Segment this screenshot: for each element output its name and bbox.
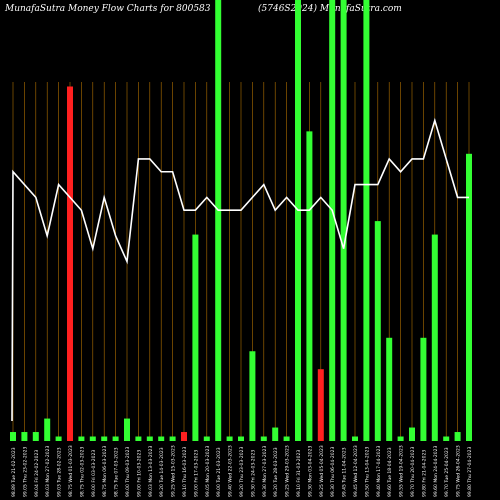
- x-tick-label: 99.05 Mon 20-03-2023: [205, 445, 211, 497]
- x-tick-label: 99.03 Tue 28-02-2023: [57, 447, 63, 497]
- x-tick-label: 99.04 Fri 24-02-2023: [34, 450, 40, 497]
- volume-bar: [226, 436, 233, 441]
- x-tick-label: 99.60 Tue 18-04-2023: [387, 447, 393, 497]
- volume-bar: [89, 436, 96, 441]
- x-tick-label: 99.00 Fri 03-03-2023: [91, 450, 97, 497]
- x-tick-label: 99.70 Tue 25-04-2023: [444, 447, 450, 497]
- volume-bar: [454, 432, 461, 441]
- x-tick-label: 98.89 Tue 21-02-2023: [11, 447, 17, 497]
- volume-bar: [238, 436, 244, 441]
- x-tick-label: 99.80 Thu 27-04-2023: [467, 447, 473, 497]
- x-tick-label: 99.00 Fri 17-03-2023: [193, 450, 199, 497]
- volume-bar: [44, 418, 51, 441]
- x-tick-label: 99.50 Thu 13-04-2023: [364, 447, 370, 497]
- volume-bar: [363, 0, 370, 441]
- x-tick-label: 99.05 Thu 23-02-2023: [22, 447, 28, 497]
- x-tick-label: 99.45 Wed 12-04-2023: [353, 445, 359, 497]
- volume-bar: [203, 436, 210, 441]
- volume-bar: [397, 436, 404, 441]
- x-tick-label: 99.40 Mon 17-04-2023: [376, 445, 382, 497]
- volume-bar: [181, 432, 187, 441]
- x-tick-label: 99.25 Wed 05-04-2023: [319, 445, 325, 497]
- volume-bar: [306, 131, 313, 442]
- volume-bar: [283, 436, 290, 441]
- volume-bar: [10, 432, 16, 441]
- volume-bar: [340, 0, 347, 441]
- x-tick-label: 99.03 Mon 13-03-2023: [148, 445, 154, 497]
- volume-bar: [215, 0, 222, 441]
- price-line: [11, 117, 469, 422]
- x-tick-label: 99.00 Tue 21-03-2023: [216, 447, 222, 497]
- volume-bar: [192, 234, 199, 441]
- x-tick-label: 99.30 Mon 03-04-2023: [307, 445, 313, 497]
- x-tick-label: 99.40 Wed 22-03-2023: [228, 445, 234, 497]
- volume-bar: [374, 221, 381, 441]
- volume-bar: [146, 436, 153, 441]
- volume-bar: [352, 436, 358, 441]
- x-tick-label: 98.75 Thu 02-03-2023: [79, 447, 85, 497]
- volume-bar: [272, 427, 279, 441]
- volume-bar: [135, 436, 142, 441]
- x-tick-label: 99.30 Thu 06-04-2023: [330, 447, 336, 497]
- x-tick-label: 99.55 Wed 19-04-2023: [399, 445, 405, 497]
- volume-bar: [158, 436, 165, 441]
- x-tick-label: 98.75 Wed 01-03-2023: [68, 445, 74, 497]
- chart-title-left: MunafaSutra Money Flow Charts for 800583: [5, 4, 211, 14]
- volume-bar: [317, 369, 324, 441]
- x-tick-label: 99.25 Wed 15-03-2023: [171, 445, 177, 497]
- x-tick-label: 99.10 Fri 31-03-2023: [296, 450, 302, 497]
- volume-bar: [249, 351, 256, 441]
- volume-bar: [124, 418, 130, 441]
- volume-bar: [443, 436, 450, 441]
- x-tick-label: 99.00 Thu 09-03-2023: [125, 447, 131, 497]
- volume-bar: [32, 432, 39, 441]
- x-tick-label: 99.20 Tue 14-03-2023: [159, 447, 165, 497]
- volume-bar: [386, 337, 393, 441]
- x-tick-label: 99.30 Fri 24-03-2023: [250, 450, 256, 497]
- x-tick-label: 98.75 Mon 06-03-2023: [102, 445, 108, 497]
- x-tick-label: 99.70 Thu 20-04-2023: [410, 447, 416, 497]
- x-tick-label: 99.03 Mon 27-02-2023: [45, 445, 51, 497]
- volume-bar: [260, 436, 267, 441]
- x-tick-label: 99.75 Wed 26-04-2023: [456, 445, 462, 497]
- x-tick-label: 99.10 Thu 16-03-2023: [182, 447, 188, 497]
- volume-bar: [295, 0, 301, 441]
- x-tick-label: 99.20 Tue 28-03-2023: [273, 447, 279, 497]
- x-tick-label: 99.25 Wed 29-03-2023: [285, 445, 291, 497]
- x-tick-label: 99.45 Tue 11-04-2023: [342, 447, 348, 497]
- x-tick-label: 99.00 Fri 10-03-2023: [136, 450, 142, 497]
- volume-bar: [420, 337, 427, 441]
- volume-bar: [101, 436, 108, 441]
- volume-bar: [21, 432, 28, 441]
- volume-bar: [329, 0, 336, 441]
- x-tick-label: 99.30 Mon 27-03-2023: [262, 445, 268, 497]
- volume-bar: [67, 86, 73, 442]
- x-tick-label: 98.75 Tue 07-03-2023: [114, 447, 120, 497]
- x-tick-label: 99.80 Fri 21-04-2023: [421, 450, 427, 497]
- x-tick-label: 99.60 Mon 24-04-2023: [433, 445, 439, 497]
- volume-bar: [409, 427, 415, 441]
- volume-bar: [169, 436, 176, 441]
- x-tick-label: 99.20 Thu 23-03-2023: [239, 447, 245, 497]
- volume-bar: [431, 234, 438, 441]
- volume-bar: [78, 436, 85, 441]
- volume-bar: [112, 436, 119, 441]
- volume-bar: [55, 436, 62, 441]
- volume-bar: [466, 153, 472, 442]
